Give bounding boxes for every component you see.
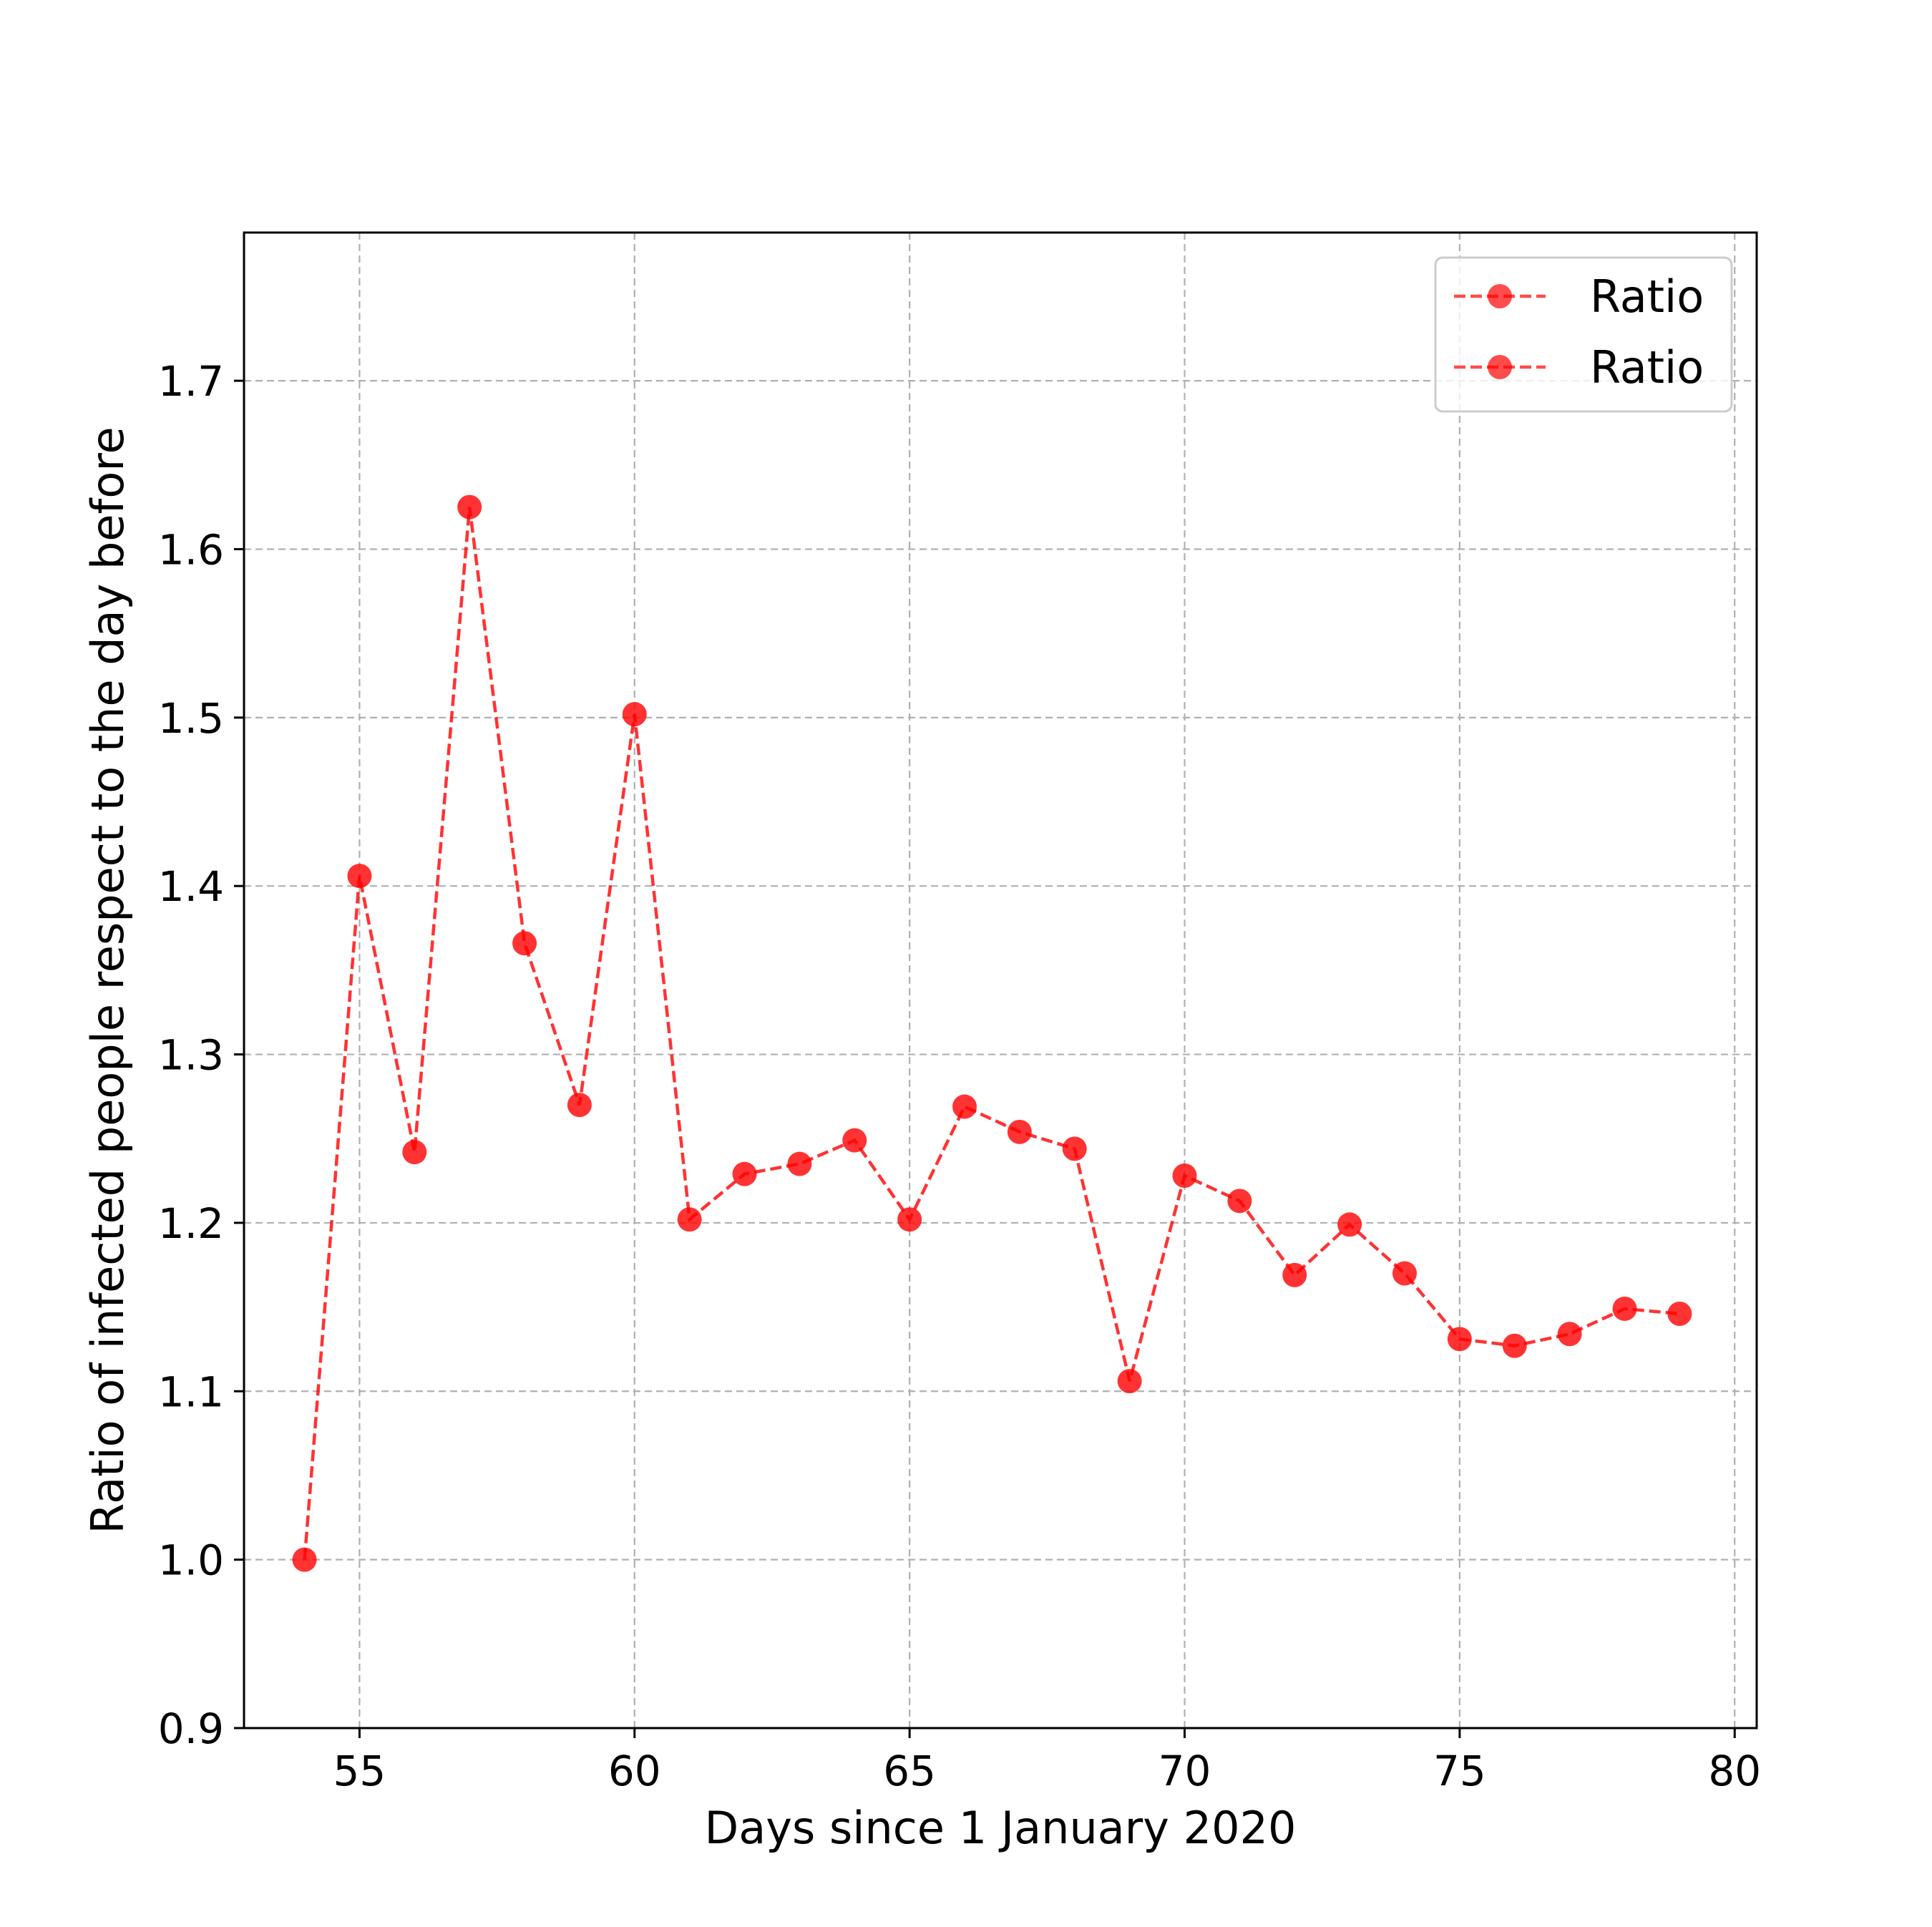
y-tick-label: 1.4 (158, 862, 224, 911)
ticks: 55 60 65 70 75 80 0.9 1.0 1.1 1.2 1.3 1.4 1.5 1.6 1.7 (158, 357, 1761, 1795)
data-point (1502, 1333, 1527, 1358)
y-tick-label: 1.5 (158, 694, 224, 743)
data-point (677, 1207, 702, 1232)
data-point (567, 1093, 592, 1118)
data-point (1612, 1296, 1637, 1321)
x-tick-label: 65 (883, 1747, 936, 1795)
data-point (842, 1128, 867, 1153)
data-point (1007, 1119, 1032, 1144)
data-point (1172, 1163, 1197, 1189)
y-axis-label: Ratio of infected people respect to the … (82, 426, 134, 1533)
data-point (1337, 1212, 1362, 1237)
grid (244, 233, 1757, 1730)
data-point (1392, 1261, 1418, 1286)
data-point (1557, 1322, 1582, 1347)
y-tick-label: 1.7 (158, 357, 224, 406)
data-point (1447, 1327, 1472, 1352)
x-tick-label: 55 (333, 1747, 386, 1795)
y-tick-label: 1.0 (158, 1536, 224, 1585)
plot-frame (243, 231, 1758, 1730)
data-point (787, 1151, 812, 1176)
y-tick-label: 1.2 (158, 1199, 224, 1248)
data-point (732, 1161, 757, 1186)
data-point (1227, 1189, 1252, 1214)
data-point (512, 931, 537, 956)
data-point (1062, 1136, 1087, 1161)
data-point (952, 1094, 977, 1119)
y-tick-label: 1.1 (158, 1367, 224, 1416)
data-point (1117, 1369, 1142, 1394)
legend-label-2: Ratio (1590, 341, 1704, 394)
data-point (292, 1547, 317, 1572)
y-tick-label: 1.6 (158, 525, 224, 574)
legend: Ratio Ratio (1434, 256, 1733, 413)
data-point (347, 864, 372, 889)
x-tick-label: 75 (1433, 1747, 1486, 1795)
x-tick-label: 70 (1158, 1747, 1211, 1795)
x-axis-label: Days since 1 January 2020 (705, 1802, 1297, 1854)
series-layer (292, 494, 1692, 1572)
y-tick-label: 0.9 (158, 1704, 224, 1753)
data-point (897, 1207, 922, 1232)
legend-marker-2 (1488, 355, 1512, 379)
x-tick-label: 60 (608, 1747, 661, 1795)
series-line-ratio (303, 507, 1680, 1560)
x-tick-label: 80 (1708, 1747, 1761, 1795)
data-point (622, 702, 647, 727)
data-point (1282, 1262, 1307, 1287)
legend-label-1: Ratio (1590, 270, 1704, 323)
data-point (402, 1140, 427, 1165)
data-point (1667, 1302, 1692, 1327)
y-tick-label: 1.3 (158, 1031, 224, 1080)
legend-marker-1 (1488, 284, 1512, 308)
data-point (457, 494, 482, 519)
